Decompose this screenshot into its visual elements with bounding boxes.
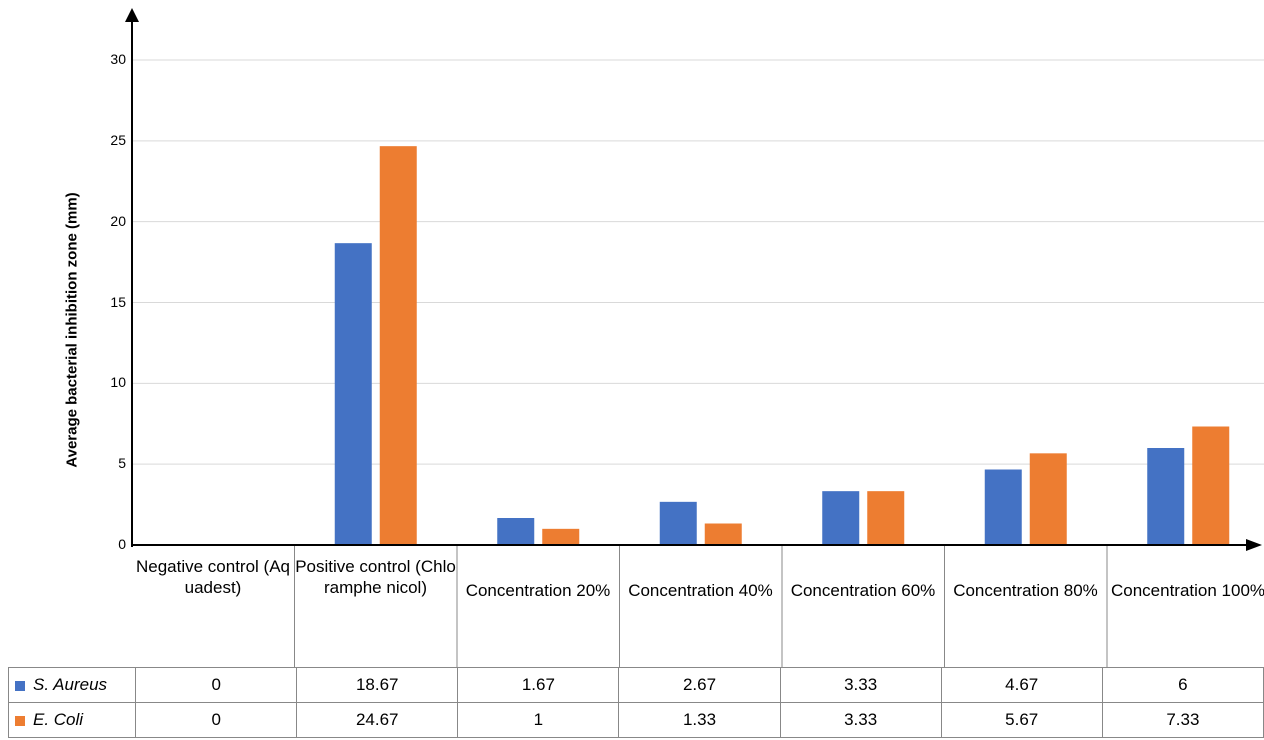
bar-s-aureus-5 [984,469,1022,545]
table-row: S. Aureus 0 18.67 1.67 2.67 3.33 4.67 6 [7,667,1264,703]
bar-s-aureus-1 [334,243,372,545]
table-cell: 3.33 [779,702,942,738]
legend-swatch [15,680,25,691]
bar-e-coli-4 [867,491,905,545]
x-axis-arrow [1246,539,1262,551]
y-tick-label: 30 [110,51,126,67]
bar-s-aureus-3 [659,501,697,545]
x-tick-label: Concentration 100% [1110,581,1264,600]
table-cell: 6 [1101,667,1264,703]
table-cell: 3.33 [779,667,942,703]
bar-s-aureus-4 [822,491,860,545]
table-cell: 2.67 [618,667,781,703]
axes [125,8,1262,551]
x-tick-label: Concentration 20% [465,581,611,600]
bar-e-coli-2 [542,528,580,545]
gridlines [132,59,1264,667]
table-cell: 4.67 [940,667,1103,703]
bars [334,146,1230,545]
y-tick-label: 5 [118,455,126,472]
x-tick-label: Concentration 40% [628,581,773,600]
y-tick-label: 10 [110,374,126,391]
bar-e-coli-1 [379,146,417,545]
bar-s-aureus-2 [497,518,535,545]
table-cell: 1.33 [618,702,781,738]
bar-s-aureus-6 [1147,448,1185,545]
y-tick-label: 15 [110,293,126,310]
x-tick-label: Negative control (Aquadest) [135,557,291,597]
table-cell: 0 [135,702,298,738]
table-cell: 18.67 [296,667,459,703]
x-tick-label: Concentration 60% [790,581,936,600]
legend-entry: S. Aureus [7,667,137,703]
y-axis-label: Average bacterial inhibition zone (mm) [63,192,81,468]
table-cell: 24.67 [296,702,459,738]
table-cell: 1.67 [457,667,620,703]
table-cell: 7.33 [1101,702,1264,738]
table-row: E. Coli 0 24.67 1 1.33 3.33 5.67 7.33 [7,702,1264,738]
table-cell: 1 [457,702,620,738]
y-tick-label: 0 [118,536,126,552]
y-axis-arrow [125,8,139,22]
bar-e-coli-6 [1192,426,1230,545]
y-tick-label: 25 [110,131,126,148]
bar-e-coli-5 [1029,453,1067,545]
legend-swatch [15,715,25,726]
table-cell: 0 [135,667,298,703]
x-tick-label: Positive control (Chloramphe nicol) [295,557,456,597]
legend-label: S. Aureus [33,675,108,694]
table-cell: 5.67 [940,702,1103,738]
bar-e-coli-3 [704,523,742,545]
y-tick-label: 20 [110,212,126,229]
data-table: S. Aureus 0 18.67 1.67 2.67 3.33 4.67 6 E. Coli 0… [7,667,1264,738]
legend-label: E. Coli [33,710,84,729]
x-tick-label: Concentration 80% [953,581,1098,600]
legend-entry: E. Coli [7,702,137,738]
